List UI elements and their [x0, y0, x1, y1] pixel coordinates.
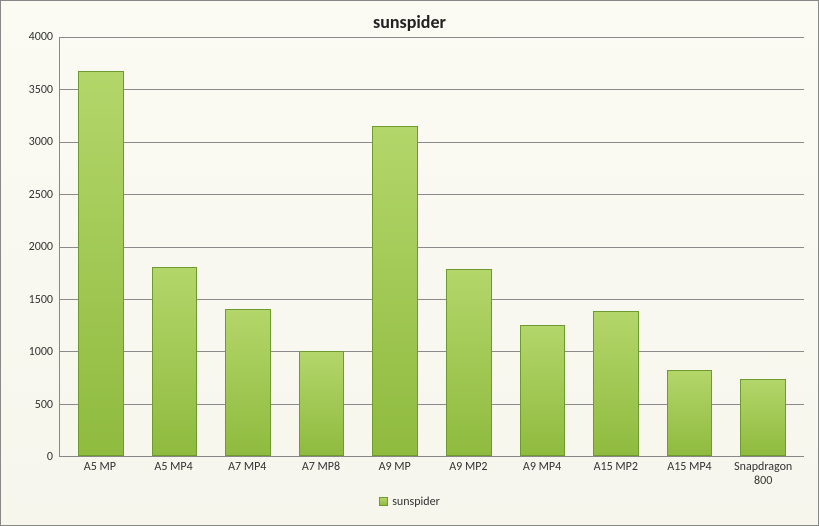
- bar: [740, 379, 786, 457]
- y-tick-label: 3500: [29, 83, 53, 97]
- y-tick-label: 2500: [29, 188, 53, 202]
- bar: [667, 370, 713, 456]
- x-tick-label: A5 MP: [63, 457, 137, 489]
- y-tick-label: 3000: [29, 135, 53, 149]
- bar: [446, 269, 492, 457]
- bar-slot: [211, 37, 285, 456]
- x-axis-labels: A5 MPA5 MP4A7 MP4A7 MP8A9 MPA9 MP2A9 MP4…: [59, 457, 804, 489]
- bar: [225, 309, 271, 456]
- y-tick-label: 2000: [29, 240, 53, 254]
- y-tick-label: 4000: [29, 30, 53, 44]
- bar-slot: [653, 37, 727, 456]
- y-tick-label: 1500: [29, 293, 53, 307]
- bar: [520, 325, 566, 456]
- chart-title: sunspider: [15, 11, 804, 33]
- bar-slot: [358, 37, 432, 456]
- x-tick-label: A9 MP: [358, 457, 432, 489]
- x-tick-label: Snapdragon 800: [726, 457, 800, 489]
- bar-slot: [64, 37, 138, 456]
- x-tick-label: A5 MP4: [137, 457, 211, 489]
- bar: [152, 267, 198, 456]
- bar: [299, 351, 345, 456]
- bar-slot: [726, 37, 800, 456]
- legend-swatch: [379, 497, 388, 506]
- chart-container: sunspider 0 500 1000 1500 2000 2500 3000 3500 40…: [0, 0, 819, 526]
- x-tick-label: A7 MP8: [284, 457, 358, 489]
- y-tick-label: 1000: [29, 345, 53, 359]
- x-tick-label: A15 MP2: [579, 457, 653, 489]
- legend-label: sunspider: [392, 495, 440, 509]
- bar: [593, 311, 639, 456]
- bar-slot: [579, 37, 653, 456]
- bar-slot: [285, 37, 359, 456]
- x-tick-label: A9 MP4: [505, 457, 579, 489]
- bar-slot: [432, 37, 506, 456]
- bars-group: [60, 37, 804, 456]
- x-tick-label: A15 MP4: [653, 457, 727, 489]
- bar-slot: [138, 37, 212, 456]
- bar-slot: [506, 37, 580, 456]
- bar: [372, 126, 418, 456]
- x-tick-label: A9 MP2: [432, 457, 506, 489]
- plot-wrap: 05001000150020002500300035004000: [15, 37, 804, 457]
- y-axis: 05001000150020002500300035004000: [15, 37, 59, 457]
- y-tick-label: 0: [47, 450, 53, 464]
- plot-area: [59, 37, 804, 457]
- legend: sunspider: [15, 495, 804, 509]
- y-tick-label: 500: [35, 398, 53, 412]
- bar: [78, 71, 124, 456]
- x-tick-label: A7 MP4: [210, 457, 284, 489]
